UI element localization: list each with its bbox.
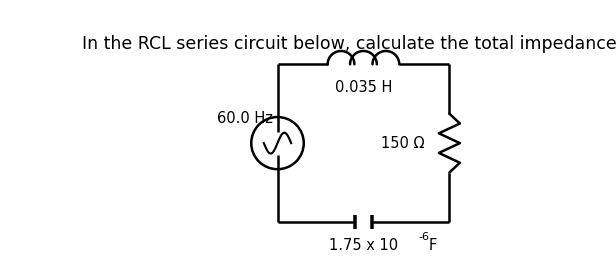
- Text: 1.75 x 10: 1.75 x 10: [329, 238, 398, 253]
- Text: In the RCL series circuit below, calculate the total impedance.: In the RCL series circuit below, calcula…: [82, 35, 616, 53]
- Text: 150 Ω: 150 Ω: [381, 136, 424, 151]
- Text: -6: -6: [418, 233, 429, 242]
- Text: 0.035 H: 0.035 H: [334, 80, 392, 95]
- Text: 60.0 Hz: 60.0 Hz: [217, 111, 273, 126]
- Text: F: F: [429, 238, 437, 253]
